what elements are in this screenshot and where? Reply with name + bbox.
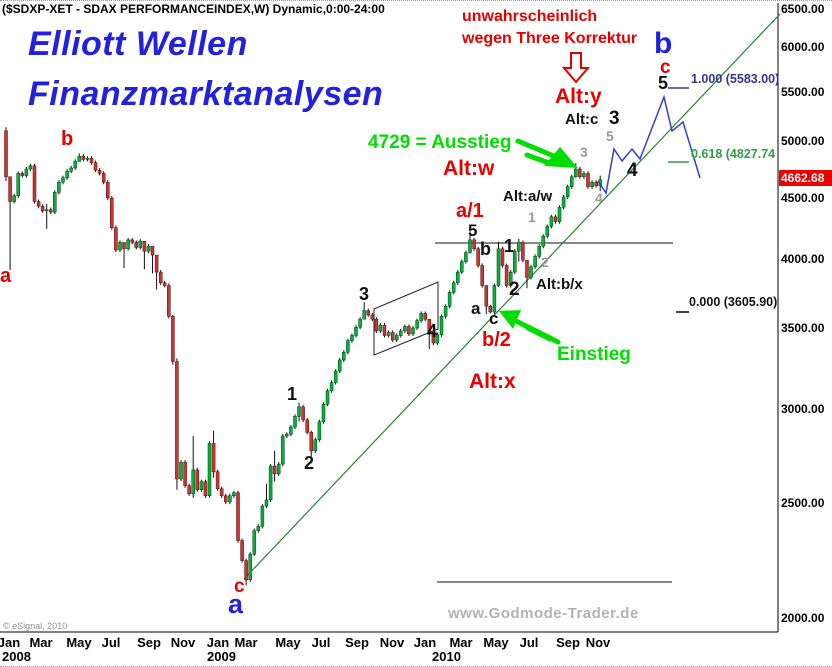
- ausstieg-arrow-tail: [515, 138, 559, 160]
- month-label-4: Sep: [137, 635, 161, 650]
- month-label-16: Sep: [556, 635, 580, 650]
- wave-a-blue-2009: a: [228, 589, 244, 619]
- altwave-4-gray: 4: [595, 190, 603, 206]
- month-label-0: Jan: [0, 635, 21, 650]
- year-label-2010: 2010: [432, 649, 461, 664]
- einstieg-arrow-head: [499, 310, 521, 329]
- wave-3-oct2009: 3: [359, 284, 370, 304]
- wave-alt-y: Alt:y: [555, 85, 602, 108]
- wave-c-red-2009: c: [234, 576, 245, 597]
- price-tick-2000.00: 2000.00: [781, 611, 825, 625]
- last-price-badge: 4662.68: [779, 170, 832, 186]
- brand-heading-line1: Elliott Wellen: [28, 25, 248, 63]
- brand-heading-line2: Finanzmarktanalysen: [28, 75, 384, 113]
- red-down-arrow: [561, 52, 591, 84]
- copyright-note: © eSignal, 2010: [3, 621, 68, 631]
- wave-alt-x: Alt:x: [469, 370, 516, 393]
- wave-alt-c: Alt:c: [565, 111, 599, 128]
- price-tick-4500.00: 4500.00: [781, 191, 825, 205]
- price-tick-5000.00: 5000.00: [781, 134, 825, 148]
- fib-label-1: 0.618 (4827.74: [691, 147, 776, 161]
- price-tick-6000.00: 6000.00: [781, 40, 825, 54]
- price-tick-5500.00: 5500.00: [781, 85, 825, 99]
- wave-5-top: 5: [658, 73, 669, 93]
- month-label-10: Sep: [345, 635, 369, 650]
- month-label-12: Jan: [413, 635, 437, 650]
- trendline: [243, 13, 781, 580]
- wave-a-may2010: a: [471, 299, 481, 318]
- consolidation-channel-box: [373, 281, 439, 356]
- note-unwahrscheinlich: unwahrscheinlich: [462, 8, 598, 25]
- elliott-projection-line: [597, 94, 701, 195]
- altwave-3-gray: 3: [580, 144, 588, 160]
- month-label-11: Nov: [379, 635, 405, 650]
- price-tick-6500.00: 6500.00: [781, 2, 825, 16]
- watermark: www.Godmode-Trader.de: [448, 605, 639, 622]
- wave-a-red-2008: a: [0, 265, 12, 287]
- wave-1-jul2010: 1: [504, 236, 515, 256]
- wave-alt-aw: Alt:a/w: [503, 188, 553, 205]
- wave-c-may2010: c: [489, 309, 499, 328]
- price-tick-4000.00: 4000.00: [781, 252, 825, 266]
- price-tick-2500.00: 2500.00: [781, 496, 825, 510]
- wave-4-feb2010: 4: [427, 321, 438, 341]
- einstieg-arrow-tail: [525, 325, 553, 342]
- wave-2-aug2010: 2: [509, 279, 520, 300]
- wave-1-jun2009: 1: [287, 384, 298, 404]
- wave-b-jun2010: b: [480, 239, 491, 259]
- altwave-2-gray: 2: [541, 254, 549, 270]
- year-label-2008: 2008: [2, 649, 31, 664]
- wave-b2-red: b/2: [482, 329, 511, 351]
- ausstieg-arrow-head: [544, 147, 578, 168]
- month-label-9: Jul: [311, 635, 331, 650]
- fib-label-2: 0.000 (3605.90): [689, 295, 778, 309]
- ausstieg-arrow-tail: [524, 152, 552, 166]
- fib-label-0: 1.000 (5583.00): [691, 72, 780, 86]
- price-tick-3000.00: 3000.00: [781, 402, 825, 416]
- wave-a1-red: a/1: [456, 200, 484, 222]
- wave-c-red-top: c: [660, 57, 671, 78]
- month-label-7: Mar: [234, 635, 258, 650]
- candlestick-series: [4, 127, 602, 586]
- wave-3-projection: 3: [609, 108, 620, 129]
- altwave-5-gray: 5: [606, 128, 614, 144]
- note-einstieg: Einstieg: [557, 344, 631, 365]
- note-ausstieg: 4729 = Ausstieg: [368, 132, 512, 153]
- note-wegen-three-korrektur: wegen Three Korrektur: [462, 30, 638, 47]
- wave-alt-w: Alt:w: [443, 157, 495, 180]
- wave-4-projection: 4: [627, 160, 638, 181]
- wave-2-jul2009: 2: [304, 453, 315, 473]
- month-label-15: Jul: [519, 635, 539, 650]
- month-label-5: Nov: [170, 635, 196, 650]
- altwave-1-gray: 1: [528, 209, 536, 225]
- month-label-2: May: [66, 635, 92, 650]
- window-title: ($SDXP-XET - SDAX PERFORMANCEINDEX,W) Dy…: [2, 2, 385, 16]
- wave-5-apr2010: 5: [468, 221, 478, 240]
- month-label-3: Jul: [101, 635, 121, 650]
- month-label-8: May: [275, 635, 301, 650]
- month-label-17: Nov: [585, 635, 611, 650]
- year-label-2009: 2009: [207, 649, 236, 664]
- month-label-13: Mar: [449, 635, 473, 650]
- month-label-6: Jan: [206, 635, 230, 650]
- wave-b-blue-top: b: [654, 27, 673, 60]
- month-label-14: May: [483, 635, 509, 650]
- wave-b-red-2008: b: [61, 128, 74, 150]
- wave-alt-bx: Alt:b/x: [536, 276, 583, 293]
- month-label-1: Mar: [29, 635, 53, 650]
- price-tick-3500.00: 3500.00: [781, 321, 825, 335]
